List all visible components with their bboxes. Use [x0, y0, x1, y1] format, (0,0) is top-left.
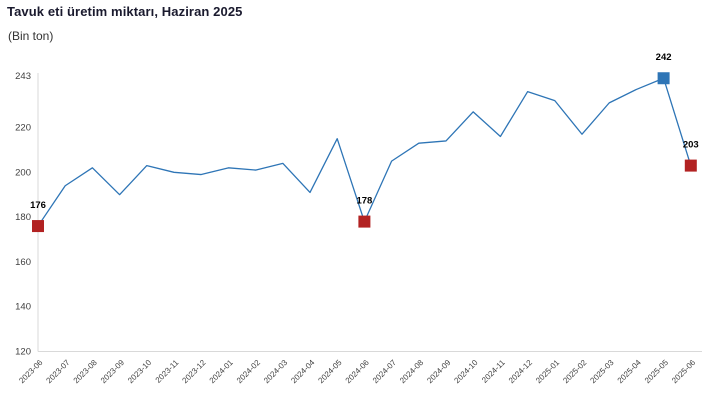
x-tick-label: 2024-11: [480, 358, 507, 385]
x-tick-label: 2024-08: [398, 358, 426, 386]
data-point-marker: [32, 220, 44, 233]
x-tick-label: 2023-09: [99, 358, 127, 386]
data-point-marker: [657, 72, 670, 85]
x-tick-label: 2025-06: [670, 358, 698, 386]
data-point-label: 176: [30, 200, 46, 211]
y-tick-label: 140: [15, 302, 31, 313]
x-tick-label: 2024-06: [344, 358, 372, 386]
data-point-marker: [358, 215, 371, 228]
x-tick-label: 2025-02: [561, 358, 589, 386]
y-tick-label: 160: [15, 257, 31, 268]
chart-title: Tavuk eti üretim miktarı, Haziran 2025: [7, 4, 243, 19]
x-tick-label: 2024-05: [316, 358, 344, 386]
x-tick-label: 2023-10: [126, 358, 154, 386]
x-tick-label: 2024-07: [371, 358, 399, 386]
x-tick-label: 2025-05: [643, 358, 671, 386]
y-tick-label: 120: [15, 347, 31, 358]
data-point-marker: [684, 159, 697, 172]
x-tick-label: 2023-06: [17, 358, 45, 386]
x-tick-label: 2024-03: [262, 358, 290, 386]
x-tick-label: 2023-11: [154, 358, 181, 385]
x-tick-label: 2024-12: [507, 358, 535, 386]
data-point-label: 242: [656, 52, 672, 63]
y-tick-label: 180: [15, 212, 31, 223]
y-tick-label: 220: [15, 123, 31, 134]
x-tick-label: 2024-09: [425, 358, 453, 386]
x-tick-label: 2024-02: [235, 358, 263, 386]
x-tick-label: 2023-12: [180, 358, 208, 386]
x-tick-label: 2025-04: [616, 358, 644, 386]
chart-subtitle: (Bin ton): [8, 29, 54, 43]
x-tick-label: 2025-03: [588, 358, 616, 386]
data-point-label: 178: [356, 196, 372, 207]
x-tick-label: 2025-01: [534, 358, 562, 386]
x-tick-label: 2024-10: [452, 358, 480, 386]
y-tick-label: 243: [15, 71, 31, 82]
x-tick-label: 2023-08: [72, 358, 100, 386]
x-tick-label: 2023-07: [44, 358, 72, 386]
y-tick-label: 200: [15, 167, 31, 178]
x-tick-label: 2024-01: [208, 358, 236, 386]
data-point-label: 203: [683, 140, 699, 151]
x-tick-label: 2024-04: [289, 358, 317, 386]
